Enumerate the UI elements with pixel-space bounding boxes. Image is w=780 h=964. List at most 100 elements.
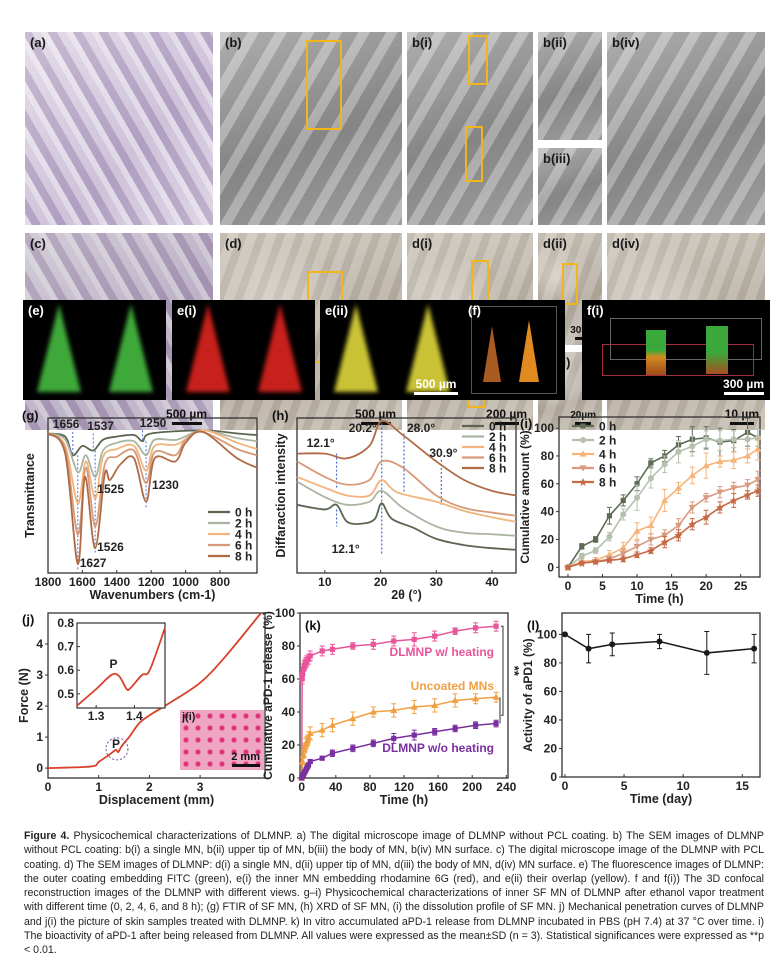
x-tick-label: 10 [318, 575, 332, 589]
x-tick-label: 40 [329, 780, 343, 794]
legend-label: 8 h [599, 476, 616, 490]
x-tick-label: 10 [676, 779, 690, 793]
section-plane [602, 344, 754, 376]
series-line [296, 480, 517, 537]
data-point [592, 547, 599, 554]
series-line [564, 633, 755, 654]
y-tick-label: 40 [282, 705, 296, 719]
series-8-h [563, 484, 762, 572]
y-tick-label: 100 [275, 606, 295, 620]
series-line [296, 459, 517, 517]
x-tick-label: 800 [210, 575, 230, 589]
peak-annotation: 1537 [87, 419, 114, 433]
data-point [674, 531, 683, 540]
panel-label: d(ii) [543, 236, 567, 251]
y-tick-label: 40 [544, 713, 558, 727]
series-0 [561, 631, 758, 675]
legend-marker [579, 478, 587, 486]
data-point [472, 695, 480, 702]
panel-label: (k) [305, 618, 321, 633]
data-point [492, 693, 500, 700]
legend-label: 6 h [489, 451, 506, 465]
y-tick-label: 20 [282, 738, 296, 752]
legend-label: 2 h [599, 434, 616, 448]
series-line [296, 476, 517, 523]
chart-k-release: 0 40 80 120 160 200 240 0 20 40 60 80 100 Time (h) Cum… [261, 606, 522, 807]
x-tick-label: 1.4 [126, 709, 143, 723]
inset-point-p-label: P [110, 657, 118, 671]
x-tick-label: 0 [565, 579, 572, 593]
panel-e-i-fluorescence-red: e(i) [172, 300, 315, 400]
data-point [307, 758, 313, 765]
data-point [305, 656, 312, 662]
highlight-box [468, 35, 488, 85]
panel-label: (g) [22, 408, 39, 423]
series-2-h [296, 480, 517, 537]
panel-label: e(ii) [325, 303, 349, 318]
data-point [411, 732, 417, 738]
series-dlmnp-w-heating [299, 620, 499, 781]
data-point [452, 725, 458, 732]
scale-bar-label: 300 µm [723, 377, 764, 391]
plot-frame [561, 612, 761, 778]
3d-bounding-box [610, 318, 762, 360]
y-tick-label: 0 [547, 560, 554, 574]
x-tick-label: 0 [298, 780, 305, 794]
scale-bar-label: 20µm [570, 410, 596, 421]
data-point [300, 666, 307, 672]
data-point [305, 762, 312, 768]
x-tick-label: 20 [374, 575, 388, 589]
legend-label: 0 h [235, 506, 252, 520]
y-tick-label: 1 [36, 730, 43, 744]
x-tick-label: 40 [485, 575, 499, 589]
legend-label: 2 h [235, 517, 252, 531]
data-point [702, 513, 711, 522]
y-axis-label: Force (N) [17, 668, 31, 723]
legend-label: 4 h [489, 441, 506, 455]
data-point [703, 649, 710, 656]
series-label: DLMNP w/o heating [382, 741, 494, 755]
series-uncoated-mns [298, 691, 500, 781]
x-tick-label: 5 [621, 779, 628, 793]
y-tick-label: 20 [544, 741, 558, 755]
x-tick-label: 30 [430, 575, 444, 589]
data-point [730, 485, 738, 492]
panel-j-i-skin-photo: j(i) 2 mm [180, 710, 264, 770]
panel-label: (a) [30, 35, 46, 50]
data-point [577, 559, 586, 568]
panel-b-i-sem-image: b(i) [407, 32, 533, 225]
x-axis-label: Time (h) [635, 592, 683, 606]
y-tick-label: 0.7 [57, 640, 74, 654]
x-tick-label: 1200 [138, 575, 165, 589]
data-point [647, 475, 654, 482]
inset-series-line [76, 627, 166, 707]
highlight-box [306, 40, 342, 130]
data-point [591, 557, 600, 566]
x-tick-label: 1 [95, 780, 102, 794]
y-tick-label: 2 [36, 699, 43, 713]
y-axis-label: Cumulative amount (%) [518, 430, 532, 563]
data-point [620, 497, 626, 504]
scale-bar: 500 µm [414, 377, 458, 395]
scale-bar-label: 500 µm [415, 377, 457, 391]
chart-i-dissolution: 0 5 10 15 20 25 0 20 40 60 80 100 Time (h) Cumulative… [518, 416, 762, 606]
legend-marker [580, 423, 586, 429]
x-tick-label: 160 [428, 780, 448, 794]
series-line [47, 430, 258, 565]
data-point [730, 456, 738, 463]
data-point [370, 641, 376, 647]
data-point [716, 489, 724, 496]
significance-marker: ** [507, 666, 522, 677]
data-point [716, 437, 723, 444]
highlight-box [465, 126, 483, 182]
series-line [296, 420, 517, 497]
y-tick-label: 3 [36, 668, 43, 682]
data-point [585, 645, 592, 652]
legend-label: 6 h [599, 462, 616, 476]
y-tick-label: 0.5 [57, 687, 74, 701]
data-point [349, 715, 357, 722]
series-8-h [296, 420, 517, 497]
peak-annotation: 28.0° [407, 421, 435, 435]
y-tick-label: 0.6 [57, 663, 74, 677]
